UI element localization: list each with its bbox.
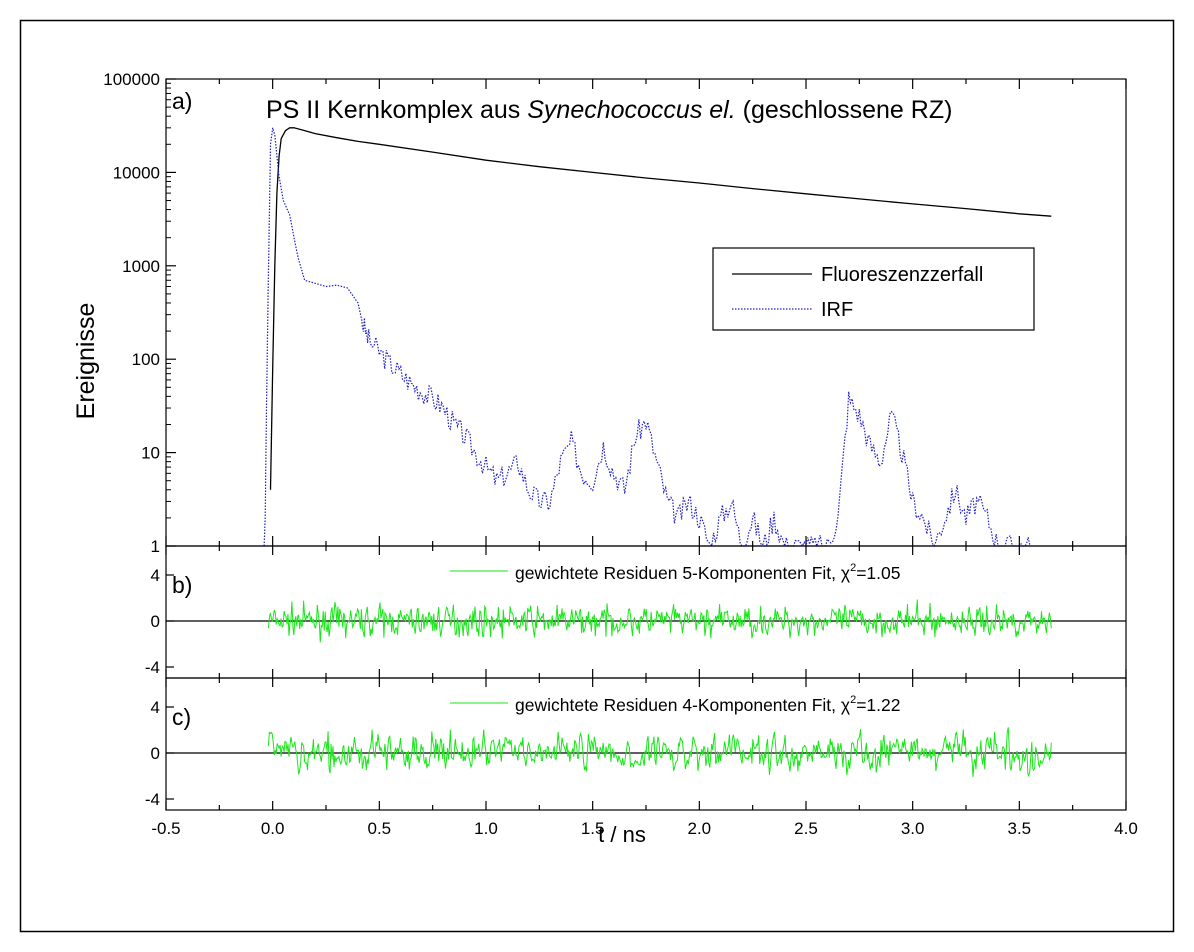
panel-b-ticks: 4 0 -4: [145, 546, 1127, 678]
chart-title: PS II Kernkomplex aus Synechococcus el. …: [266, 96, 952, 124]
legend-c-sup: 2: [850, 694, 856, 706]
x-axis-label: t / ns: [598, 822, 646, 847]
title-italic: Synechococcus el.: [527, 96, 735, 124]
legend-c: gewichtete Residuen 4-Komponenten Fit, χ…: [450, 694, 900, 715]
x-tick-label-2.5: 2.5: [794, 819, 818, 838]
series-residuals-5comp: [267, 599, 1052, 643]
figure-border: [19, 19, 1175, 933]
legend-c-chi-value: =1.22: [856, 695, 900, 715]
panel-a: 1 10 100 1000 10000 100000 a) PS II Kernkompl…: [72, 70, 1127, 556]
x-tick-labels: -0.5 0.0 0.5 1.0 1.5 2.0 2.5 3.0 3.5 4.0: [151, 819, 1137, 838]
legend-b-label: gewichtete Residuen 5-Komponenten Fit, χ…: [515, 562, 900, 583]
resid-y-tick-label-4: 4: [151, 566, 160, 585]
legend-b-sup: 2: [850, 562, 856, 574]
title-suffix: (geschlossene RZ): [736, 96, 953, 124]
legend-c-chi: χ: [841, 695, 850, 715]
y-tick-label-10: 10: [141, 444, 160, 463]
panel-a-ticks: 1 10 100 1000 10000 100000: [103, 70, 1127, 556]
title-prefix: PS II Kernkomplex aus: [266, 96, 527, 124]
legend-b-text: gewichtete Residuen 5-Komponenten Fit,: [515, 563, 841, 583]
panel-a-label: a): [172, 88, 192, 114]
x-tick-label-1.0: 1.0: [474, 819, 498, 838]
resid-y-tick-label-0: 0: [151, 744, 160, 763]
legend-box: [712, 247, 1035, 331]
x-tick-label--0.5: -0.5: [151, 819, 180, 838]
resid-y-tick-label-0: 0: [151, 612, 160, 631]
y-tick-label-100: 100: [132, 350, 160, 369]
series-residuals-4comp: [267, 727, 1052, 778]
x-tick-label-0.0: 0.0: [261, 819, 285, 838]
x-tick-label-2.0: 2.0: [688, 819, 712, 838]
resid-y-tick-label--4: -4: [145, 790, 160, 809]
legend-c-text: gewichtete Residuen 4-Komponenten Fit,: [515, 695, 841, 715]
panel-b-label: b): [172, 572, 192, 598]
x-tick-label-3.5: 3.5: [1008, 819, 1032, 838]
y-axis-label: Ereignisse: [72, 303, 100, 420]
legend-b: gewichtete Residuen 5-Komponenten Fit, χ…: [450, 562, 900, 583]
series-fluoreszenzzerfall: [269, 127, 1052, 490]
legend-b-chi-value: =1.05: [856, 563, 900, 583]
y-tick-label-1: 1: [151, 537, 160, 556]
legend-c-label: gewichtete Residuen 4-Komponenten Fit, χ…: [515, 694, 900, 715]
x-tick-label-3.0: 3.0: [901, 819, 925, 838]
x-tick-label-4.0: 4.0: [1114, 819, 1138, 838]
resid-y-tick-label-4: 4: [151, 698, 160, 717]
y-tick-label-1000: 1000: [122, 257, 160, 276]
legend-a: Fluoreszenzzerfall IRF: [712, 247, 1035, 331]
legend-label-irf: IRF: [821, 299, 853, 321]
legend-b-chi: χ: [841, 563, 850, 583]
resid-y-tick-label--4: -4: [145, 658, 160, 677]
panel-c-label: c): [172, 704, 191, 730]
legend-label-decay: Fluoreszenzzerfall: [821, 264, 983, 286]
series-irf: [263, 127, 1031, 549]
y-tick-label-10000: 10000: [113, 163, 160, 182]
x-tick-label-0.5: 0.5: [368, 819, 392, 838]
x-tick-label-1.5: 1.5: [581, 819, 605, 838]
panel-c: 4 0 -4 c) gewichtete Residuen 4-Komponente…: [145, 677, 1127, 811]
panel-b: 4 0 -4 b) gewichtete Residuen 5-Komponente…: [145, 545, 1127, 679]
y-tick-label-100000: 100000: [103, 70, 160, 89]
